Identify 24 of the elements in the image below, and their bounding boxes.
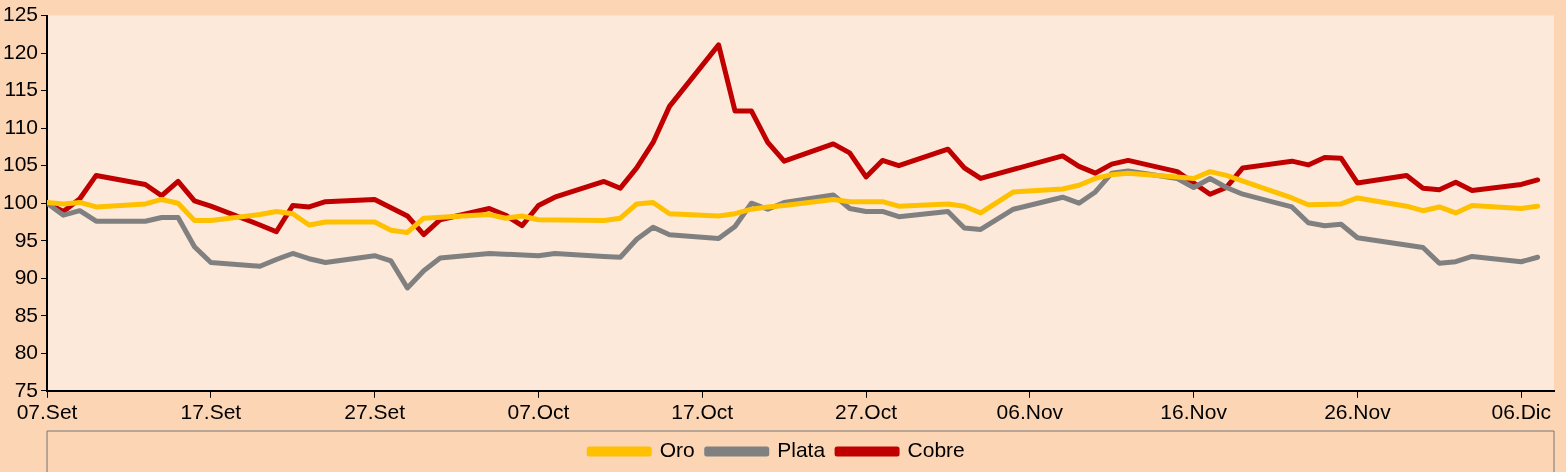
legend-label: Cobre	[907, 438, 965, 462]
x-tick-label: 07.Set	[16, 400, 78, 424]
y-tick-label: 90	[14, 265, 39, 289]
legend-label: Plata	[777, 438, 826, 462]
y-tick-label: 115	[4, 77, 39, 101]
x-tick-label: 27.Oct	[835, 400, 898, 424]
y-tick-label: 100	[2, 190, 39, 213]
legend-label: Oro	[659, 438, 695, 462]
x-tick-label: 17.Set	[180, 400, 242, 424]
x-tick-label: 06.Dic	[1491, 400, 1552, 424]
x-tick-label: 26.Nov	[1324, 400, 1392, 424]
y-tick-label: 75	[14, 377, 39, 401]
y-tick-label: 105	[2, 152, 39, 176]
x-tick-label: 16.Nov	[1160, 400, 1228, 424]
y-tick-label: 85	[14, 302, 39, 326]
x-tick-label: 27.Set	[344, 400, 406, 424]
x-tick-label: 07.Oct	[507, 400, 570, 424]
y-tick-label: 125	[2, 2, 39, 26]
x-tick-label: 17.Oct	[671, 400, 734, 424]
x-tick-label: 06.Nov	[996, 400, 1064, 424]
y-tick-label: 95	[14, 227, 39, 251]
y-tick-label: 110	[4, 114, 39, 138]
y-tick-label: 120	[2, 39, 39, 63]
y-tick-label: 80	[14, 340, 39, 364]
